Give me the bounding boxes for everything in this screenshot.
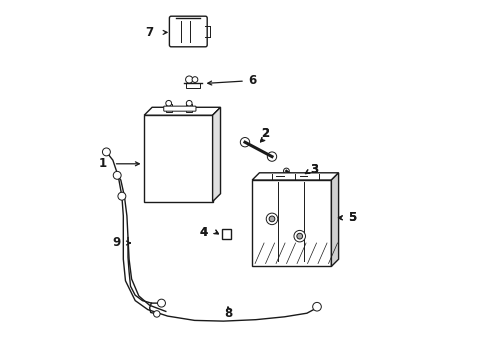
FancyBboxPatch shape xyxy=(164,106,196,111)
Text: 3: 3 xyxy=(310,163,318,176)
Circle shape xyxy=(297,233,303,239)
Circle shape xyxy=(186,76,193,83)
Polygon shape xyxy=(213,107,220,202)
Circle shape xyxy=(313,302,321,311)
Text: 3: 3 xyxy=(310,163,318,176)
Bar xyxy=(186,104,192,112)
Circle shape xyxy=(240,138,250,147)
Circle shape xyxy=(266,213,278,225)
Bar xyxy=(221,229,231,239)
Circle shape xyxy=(269,216,275,222)
Bar xyxy=(166,104,171,112)
Circle shape xyxy=(268,152,277,161)
Bar xyxy=(144,115,213,202)
Circle shape xyxy=(102,148,110,156)
Text: 1: 1 xyxy=(98,157,106,170)
Circle shape xyxy=(186,100,192,106)
Text: 5: 5 xyxy=(347,211,356,224)
Polygon shape xyxy=(331,173,339,266)
Text: 6: 6 xyxy=(248,75,257,87)
Circle shape xyxy=(118,192,126,200)
Text: 7: 7 xyxy=(145,26,153,39)
Text: 4: 4 xyxy=(199,226,207,239)
Circle shape xyxy=(284,168,289,174)
Text: 2: 2 xyxy=(261,127,269,140)
Text: 9: 9 xyxy=(113,237,121,249)
FancyBboxPatch shape xyxy=(170,16,207,47)
Text: 5: 5 xyxy=(347,211,356,224)
Text: 2: 2 xyxy=(261,127,269,140)
Text: 4: 4 xyxy=(199,226,207,239)
Polygon shape xyxy=(252,173,339,180)
Text: 8: 8 xyxy=(225,307,233,320)
Bar xyxy=(252,180,331,266)
Circle shape xyxy=(294,230,305,242)
Circle shape xyxy=(166,100,171,106)
Circle shape xyxy=(153,311,160,317)
Bar xyxy=(186,83,200,88)
Circle shape xyxy=(192,77,198,82)
Circle shape xyxy=(157,299,166,307)
Polygon shape xyxy=(144,107,220,115)
Circle shape xyxy=(113,171,121,179)
